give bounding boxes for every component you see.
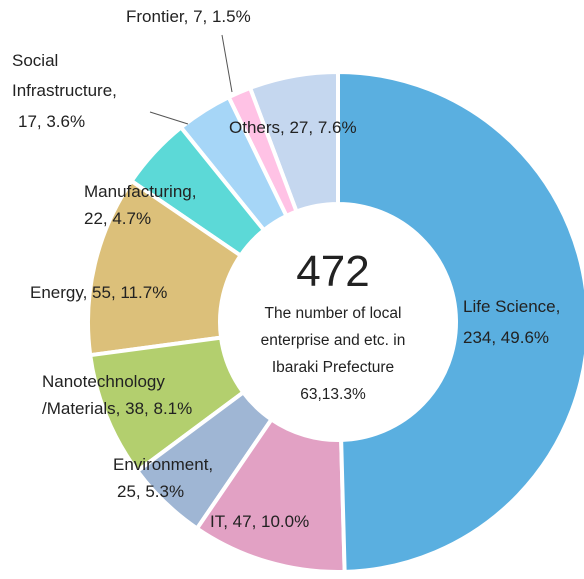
leader-line (149, 111, 189, 125)
slice-label: 17, 3.6% (18, 112, 85, 131)
slice (178, 94, 290, 233)
slice-label: Energy, 55, 11.7% (30, 283, 167, 302)
slice (194, 416, 347, 574)
slice-label: IT, 47, 10.0% (210, 512, 309, 531)
slice (134, 389, 275, 532)
slice-label: Infrastructure, (12, 81, 117, 100)
slice-label: Life Science, (463, 297, 560, 316)
slice-label: Environment, (113, 455, 213, 474)
slice-label: Frontier, 7, 1.5% (126, 7, 251, 26)
slice (128, 124, 267, 259)
center-text: 63,13.3% (300, 386, 366, 403)
slice-label: 234, 49.6% (463, 328, 549, 347)
slice-label: /Materials, 38, 8.1% (42, 399, 192, 418)
slice-label: 25, 5.3% (117, 482, 184, 501)
center-hole (222, 206, 454, 438)
center-text: Ibaraki Prefecture (272, 359, 394, 376)
slice (336, 69, 584, 574)
center-text: The number of local (265, 305, 402, 322)
slice (87, 335, 247, 474)
slice-label: Nanotechnology (42, 372, 165, 391)
center-value: 472 (296, 247, 369, 296)
slice (86, 178, 244, 358)
center-text: enterprise and etc. in (261, 332, 406, 349)
slice-label: Social (12, 51, 58, 70)
slice-label: Manufacturing, (84, 182, 196, 201)
leader-line (221, 34, 233, 93)
slice-label: Others, 27, 7.6% (229, 118, 357, 137)
slice-label: 22, 4.7% (84, 209, 151, 228)
